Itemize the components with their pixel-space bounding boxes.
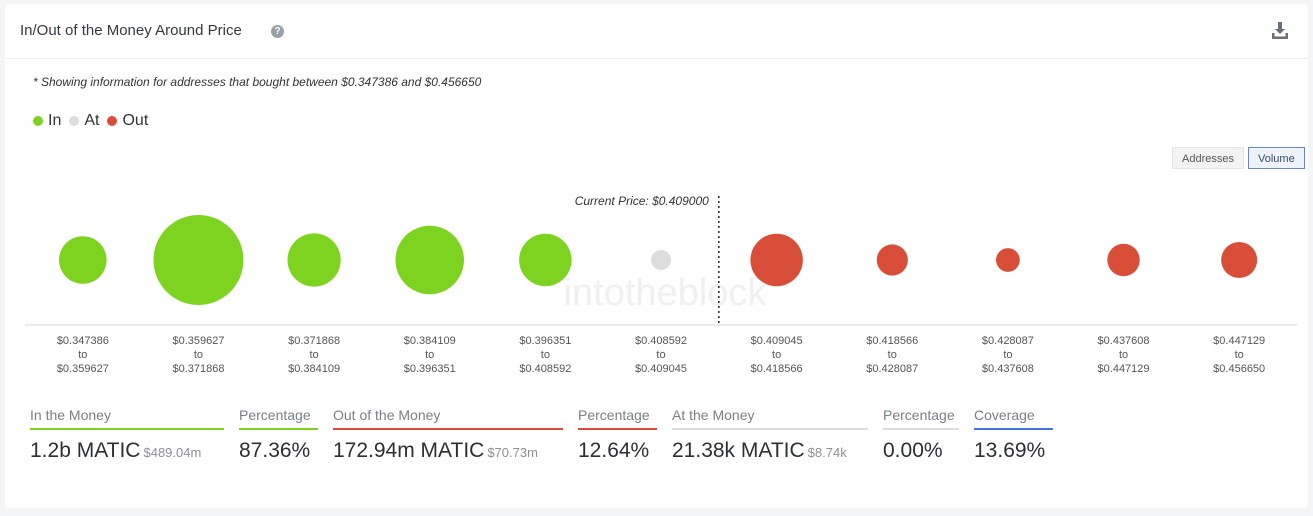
tick-label-to-6: $0.418566 <box>751 363 803 375</box>
tick-label-from-2: $0.371868 <box>288 335 340 347</box>
tick-label-from-6: $0.409045 <box>751 335 803 347</box>
stat-in-money: In the Money 1.2b MATIC $489.04m <box>30 407 224 463</box>
bubble-out-7 <box>876 244 908 276</box>
stat-at-money-usd: $8.74k <box>807 445 847 460</box>
tick-label-to-word-4: to <box>541 349 550 361</box>
tick-label-to-3: $0.396351 <box>404 363 456 375</box>
bubble-in-3 <box>395 225 464 295</box>
card-header: In/Out of the Money Around Price ? <box>5 4 1308 59</box>
tick-label-to-2: $0.384109 <box>288 363 340 375</box>
bubble-in-0 <box>59 236 107 284</box>
tick-label-from-9: $0.437608 <box>1098 335 1150 347</box>
bubble-at-5 <box>650 249 672 271</box>
legend-item-out: Out <box>107 112 148 130</box>
tick-label-to-word-9: to <box>1119 349 1128 361</box>
tick-label-to-4: $0.408592 <box>519 363 571 375</box>
legend-dot-at <box>69 116 80 126</box>
stat-out-pct-line <box>578 428 657 430</box>
addresses-toggle-button[interactable]: Addresses <box>1172 147 1244 169</box>
tick-label-to-5: $0.409045 <box>635 363 687 375</box>
stat-at-money-label: At the Money <box>672 407 755 423</box>
range-note: * Showing information for addresses that… <box>33 75 482 89</box>
bubble-in-2 <box>287 233 341 287</box>
stat-in-pct: Percentage 87.36% <box>239 407 318 463</box>
stat-in-money-label: In the Money <box>30 407 111 423</box>
tick-label-from-8: $0.428087 <box>982 335 1034 347</box>
stat-in-money-line <box>30 428 224 430</box>
tick-label-to-10: $0.456650 <box>1213 363 1265 375</box>
legend-item-in: In <box>33 112 61 130</box>
stat-at-money: At the Money 21.38k MATIC $8.74k <box>672 407 868 463</box>
legend-dot-in <box>33 116 43 126</box>
legend: In At Out <box>33 112 156 130</box>
tick-label-to-word-8: to <box>1003 349 1012 361</box>
stat-at-pct-line <box>883 428 959 430</box>
legend-label-at: At <box>84 112 100 129</box>
tick-label-to-9: $0.447129 <box>1098 363 1150 375</box>
tick-label-to-word-7: to <box>888 349 897 361</box>
stat-out-money-usd: $70.73m <box>487 445 538 460</box>
stat-out-money: Out of the Money 172.94m MATIC $70.73m <box>333 407 563 463</box>
tick-label-to-word-10: to <box>1235 349 1244 361</box>
stat-at-money-value: 21.38k MATIC <box>672 439 805 462</box>
stat-out-money-line <box>333 428 563 430</box>
stat-coverage: Coverage 13.69% <box>974 407 1053 463</box>
bubble-out-6 <box>750 233 803 287</box>
tick-label-to-word-0: to <box>78 349 87 361</box>
help-icon[interactable]: ? <box>271 25 284 38</box>
tick-label-to-7: $0.428087 <box>866 363 918 375</box>
tick-label-to-word-5: to <box>656 349 665 361</box>
tick-label-from-10: $0.447129 <box>1213 335 1265 347</box>
tick-label-from-4: $0.396351 <box>519 335 571 347</box>
bubble-in-1 <box>153 215 244 305</box>
stat-out-pct-value: 12.64% <box>578 439 650 462</box>
stat-in-money-value-row: 1.2b MATIC $489.04m <box>30 439 224 463</box>
legend-label-out: Out <box>122 112 149 129</box>
current-price-label: Current Price: $0.409000 <box>575 194 709 208</box>
stat-coverage-value: 13.69% <box>974 439 1046 462</box>
download-icon[interactable] <box>1270 20 1290 42</box>
tick-label-from-7: $0.418566 <box>866 335 918 347</box>
tick-label-to-word-2: to <box>309 349 318 361</box>
tick-label-to-0: $0.359627 <box>57 363 109 375</box>
stat-at-pct-label: Percentage <box>883 407 955 423</box>
stat-in-money-usd: $489.04m <box>143 445 202 460</box>
stat-in-pct-line <box>239 428 318 430</box>
stat-at-pct: Percentage 0.00% <box>883 407 959 463</box>
bubble-out-9 <box>1107 243 1140 277</box>
stat-coverage-line <box>974 428 1053 430</box>
iomap-chart: intotheblock $0.347386 to $0.359627 $0.35962… <box>25 194 1297 375</box>
tick-label-from-5: $0.408592 <box>635 335 687 347</box>
bubble-out-10 <box>1221 242 1258 278</box>
bubble-out-8 <box>996 248 1020 272</box>
card-title: In/Out of the Money Around Price <box>20 22 242 39</box>
tick-label-from-0: $0.347386 <box>57 335 109 347</box>
stat-out-pct: Percentage 12.64% <box>578 407 657 463</box>
tick-label-to-word-1: to <box>194 349 203 361</box>
stat-coverage-label: Coverage <box>974 407 1035 423</box>
legend-dot-out <box>107 116 118 126</box>
stat-at-money-line <box>672 428 868 430</box>
legend-item-at: At <box>69 112 99 130</box>
tick-label-from-1: $0.359627 <box>172 335 224 347</box>
bubble-in-4 <box>519 233 572 287</box>
stat-at-pct-value: 0.00% <box>883 439 943 462</box>
stat-in-pct-value: 87.36% <box>239 439 311 462</box>
stat-in-money-value: 1.2b MATIC <box>30 439 141 462</box>
legend-label-in: In <box>48 112 62 129</box>
stat-out-money-value-row: 172.94m MATIC $70.73m <box>333 439 563 463</box>
tick-label-to-8: $0.437608 <box>982 363 1034 375</box>
tick-label-to-1: $0.371868 <box>172 363 224 375</box>
iomap-card: In/Out of the Money Around Price ? * Sho… <box>5 4 1308 508</box>
stat-at-money-value-row: 21.38k MATIC $8.74k <box>672 439 868 463</box>
stat-out-pct-label: Percentage <box>578 407 650 423</box>
tick-label-to-word-6: to <box>772 349 781 361</box>
watermark-text: intotheblock <box>564 272 768 314</box>
volume-toggle-button[interactable]: Volume <box>1248 147 1305 169</box>
tick-label-to-word-3: to <box>425 349 434 361</box>
tick-label-from-3: $0.384109 <box>404 335 456 347</box>
stat-out-money-label: Out of the Money <box>333 407 441 423</box>
stat-out-money-value: 172.94m MATIC <box>333 439 485 462</box>
stat-in-pct-label: Percentage <box>239 407 311 423</box>
